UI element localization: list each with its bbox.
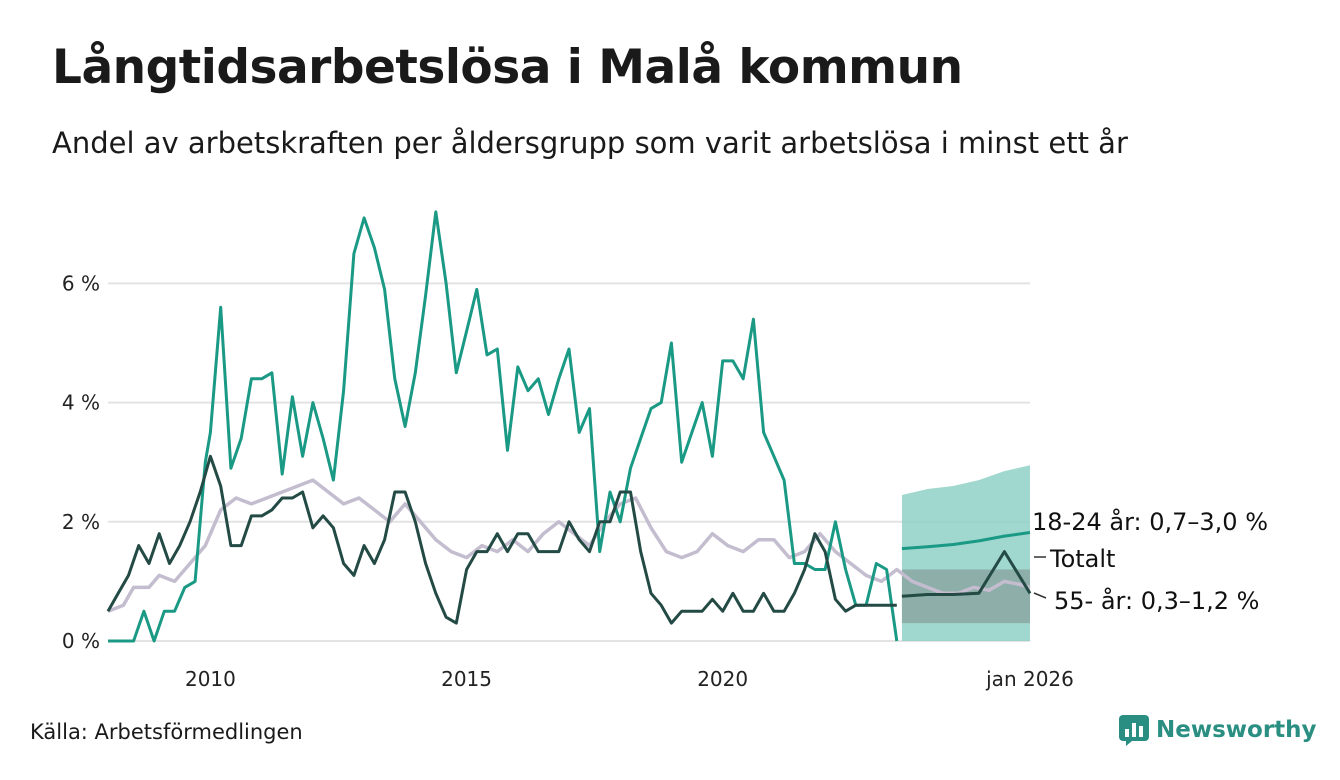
- y-tick-label: 6 %: [62, 271, 100, 295]
- newsworthy-logo-icon: [1119, 715, 1149, 746]
- x-tick-label: 2020: [697, 667, 748, 691]
- forecast-line: [901, 531, 1031, 551]
- label-totalt: Totalt: [1049, 545, 1115, 573]
- gridlines: [108, 282, 1030, 642]
- forecast-line: [901, 550, 1032, 598]
- chart-subtitle: Andel av arbetskraften per åldersgrupp s…: [52, 126, 1128, 160]
- series-line: [106, 454, 897, 625]
- series-line: [108, 210, 899, 643]
- label-leader: [1033, 592, 1047, 599]
- x-axis: 2010 2015 2020 jan 2026: [185, 667, 1074, 691]
- x-tick-label: jan 2026: [985, 667, 1074, 691]
- x-tick-label: 2010: [185, 667, 236, 691]
- y-tick-label: 2 %: [62, 510, 100, 534]
- y-axis: 0 % 2 % 4 % 6 %: [62, 271, 100, 653]
- x-tick-label: 2015: [441, 667, 492, 691]
- forecast-band: [901, 569, 1030, 624]
- source-note: Källa: Arbetsförmedlingen: [30, 720, 303, 744]
- y-tick-label: 0 %: [62, 629, 100, 653]
- y-tick-label: 4 %: [62, 391, 100, 415]
- brand-logo[interactable]: Newsworthy: [1118, 712, 1317, 748]
- label-55: 55- år: 0,3–1,2 %: [1054, 586, 1259, 615]
- brand-name: Newsworthy: [1156, 717, 1317, 743]
- series-labels: 18-24 år: 0,7–3,0 % Totalt 55- år: 0,3–1,2…: [1032, 507, 1268, 615]
- series-lines: [106, 210, 1032, 643]
- chart-title: Långtidsarbetslösa i Malå kommun: [52, 40, 963, 95]
- label-18-24: 18-24 år: 0,7–3,0 %: [1032, 507, 1268, 536]
- series-line: [107, 478, 1031, 613]
- forecast-bands: [901, 465, 1030, 641]
- line-chart: 0 % 2 % 4 % 6 % 2010 2015 2020 jan 2026 18-24 …: [62, 210, 1268, 691]
